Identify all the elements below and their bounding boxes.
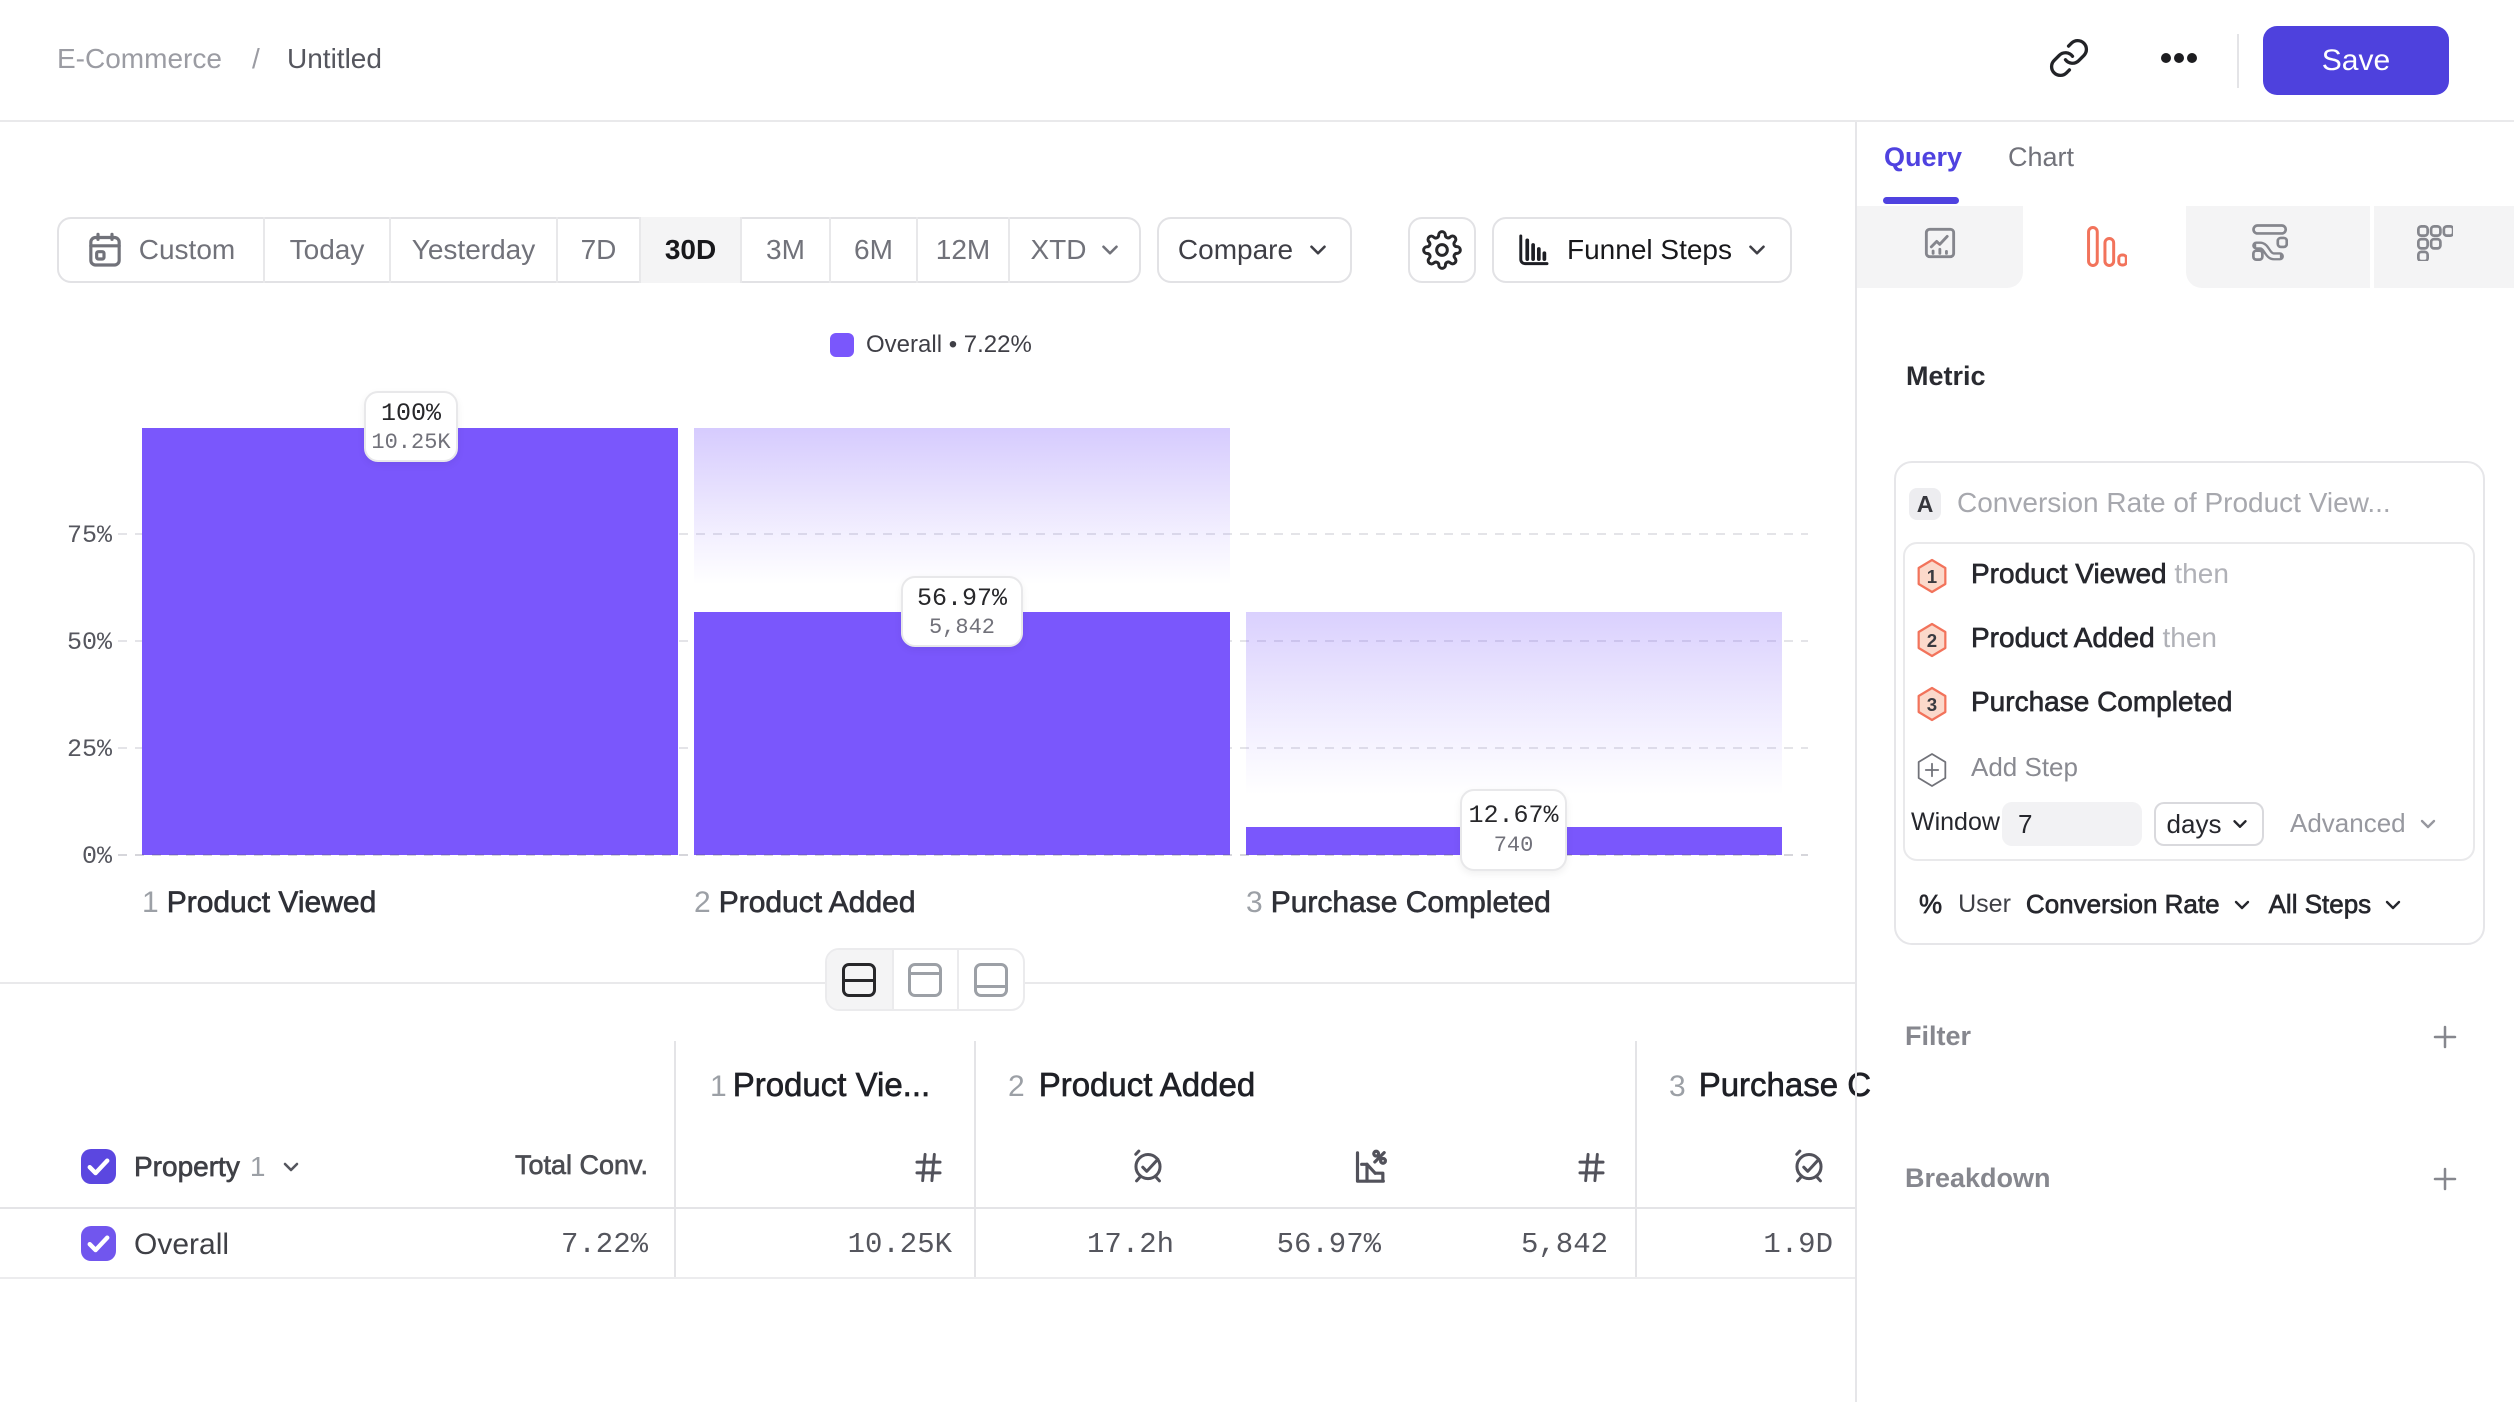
svg-text:3: 3 (1927, 694, 1937, 715)
svg-text:1: 1 (1927, 566, 1937, 587)
svg-text:2: 2 (1927, 630, 1937, 651)
